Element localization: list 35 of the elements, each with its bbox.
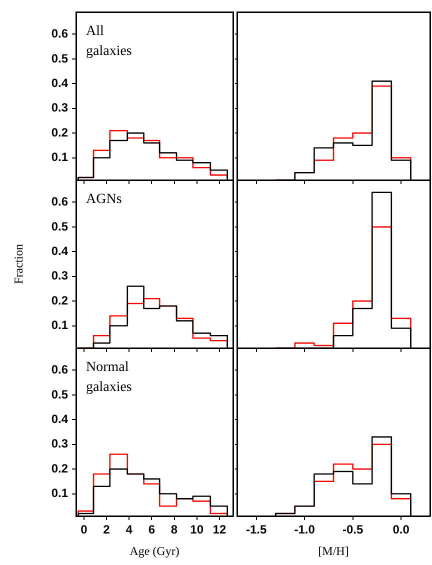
x-tick-label: 12: [212, 522, 226, 537]
y-tick-label: 0.1: [51, 150, 68, 164]
x-tick-label: -1.0: [294, 522, 316, 537]
x-tick-label: 6: [148, 522, 156, 537]
y-tick-label: 0.6: [51, 194, 68, 209]
y-tick-label: 0.6: [51, 362, 68, 377]
annotation: Normal galaxies: [86, 359, 132, 397]
x-tick-label: 4: [126, 522, 133, 537]
y-axis-title: Fraction: [11, 244, 26, 284]
x-tick-label: -0.5: [342, 522, 364, 537]
x-tick-label: -1.5: [246, 522, 267, 537]
x-tick-label: 2: [103, 522, 110, 537]
x-tick-label: 0: [80, 522, 88, 537]
y-tick-label: 0.5: [51, 51, 68, 66]
x-tick-label: 10: [190, 522, 204, 537]
y-tick-label: 0.2: [51, 461, 68, 476]
x-tick-label: 0.0: [392, 522, 410, 537]
y-tick-label: 0.4: [51, 76, 68, 90]
y-tick-label: 0.6: [51, 26, 68, 41]
y-tick-label: 0.4: [51, 244, 68, 258]
y-tick-label: 0.5: [51, 387, 68, 402]
y-tick-label: 0.1: [51, 318, 68, 332]
annotation: AGNs: [86, 191, 122, 209]
x-axis-title: [M/H]: [318, 544, 349, 558]
x-axis-title: Age (Gyr): [130, 544, 180, 558]
y-tick-label: 0.2: [51, 125, 68, 140]
y-tick-label: 0.3: [51, 100, 68, 115]
y-tick-label: 0.3: [51, 436, 68, 451]
y-tick-label: 0.3: [51, 268, 68, 283]
x-tick-label: 8: [170, 522, 178, 537]
y-tick-label: 0.1: [51, 486, 68, 500]
y-tick-label: 0.5: [51, 219, 68, 234]
y-tick-label: 0.4: [51, 412, 68, 426]
y-tick-label: 0.2: [51, 293, 68, 308]
annotation: All galaxies: [86, 23, 132, 61]
